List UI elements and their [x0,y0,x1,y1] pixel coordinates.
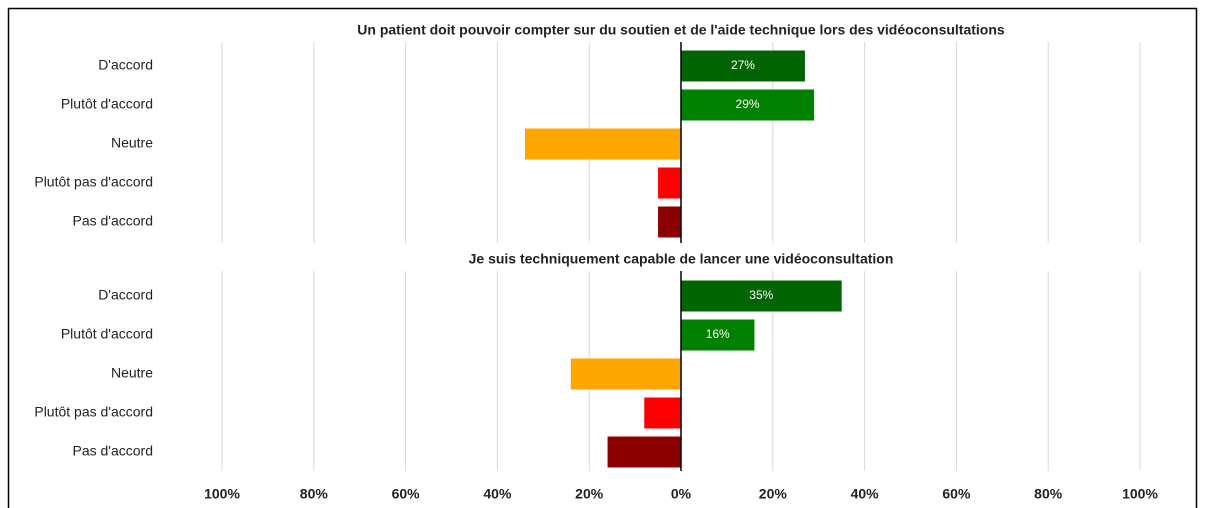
value-label: 27% [731,58,755,72]
category-label: Neutre [111,135,153,151]
panel-title: Je suis techniquement capable de lancer … [469,251,894,267]
category-label: Pas d'accord [73,213,154,229]
panel-title: Un patient doit pouvoir compter sur du s… [357,22,1005,38]
bar [681,280,842,312]
bar [681,319,755,351]
x-tick-label: 0% [671,486,692,502]
bar [681,50,805,82]
value-label: 35% [749,288,773,302]
bar [570,358,681,390]
category-label: Plutôt d'accord [61,326,153,342]
x-tick-label: 80% [1034,486,1063,502]
bar [658,206,681,238]
category-label: D'accord [98,57,153,73]
value-label: 16% [706,327,730,341]
category-label: Plutôt pas d'accord [34,404,153,420]
category-label: Plutôt d'accord [61,96,153,112]
category-label: Plutôt pas d'accord [34,174,153,190]
x-tick-label: 40% [851,486,880,502]
bar [607,436,681,468]
bar [658,167,681,199]
x-tick-label: 40% [483,486,512,502]
category-label: Neutre [111,365,153,381]
bar [524,128,681,160]
category-label: Pas d'accord [73,443,154,459]
x-tick-label: 80% [300,486,329,502]
bar [681,89,815,121]
x-tick-label: 60% [942,486,971,502]
x-tick-label: 20% [759,486,788,502]
category-label: D'accord [98,287,153,303]
value-label: 29% [736,97,760,111]
x-tick-label: 100% [1122,486,1158,502]
x-tick-label: 20% [575,486,604,502]
x-tick-label: 100% [204,486,240,502]
x-tick-label: 60% [392,486,421,502]
frame [7,7,1198,508]
bar [644,397,681,429]
